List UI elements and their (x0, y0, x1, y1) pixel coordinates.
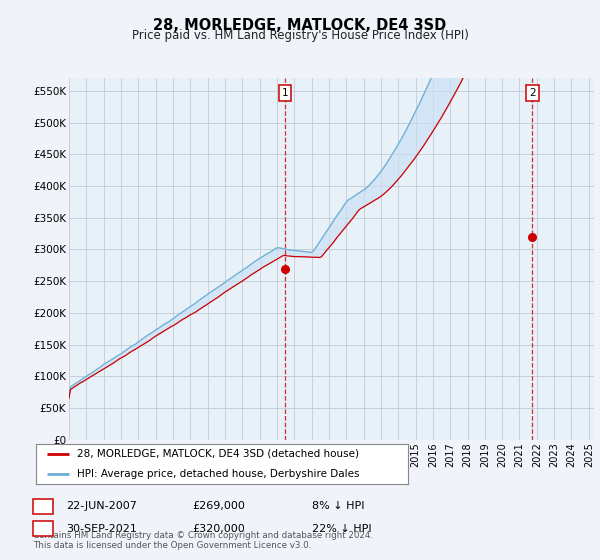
Text: £269,000: £269,000 (192, 501, 245, 511)
Text: 28, MORLEDGE, MATLOCK, DE4 3SD (detached house): 28, MORLEDGE, MATLOCK, DE4 3SD (detached… (77, 449, 359, 459)
Text: Price paid vs. HM Land Registry's House Price Index (HPI): Price paid vs. HM Land Registry's House … (131, 29, 469, 42)
Text: 22% ↓ HPI: 22% ↓ HPI (312, 524, 371, 534)
Text: Contains HM Land Registry data © Crown copyright and database right 2024.
This d: Contains HM Land Registry data © Crown c… (33, 530, 373, 550)
Text: 2: 2 (529, 88, 536, 98)
Text: 30-SEP-2021: 30-SEP-2021 (66, 524, 137, 534)
Text: 1: 1 (282, 88, 289, 98)
Text: 22-JUN-2007: 22-JUN-2007 (66, 501, 137, 511)
Text: HPI: Average price, detached house, Derbyshire Dales: HPI: Average price, detached house, Derb… (77, 469, 359, 479)
Text: 8% ↓ HPI: 8% ↓ HPI (312, 501, 365, 511)
Text: 1: 1 (40, 501, 46, 511)
Text: 28, MORLEDGE, MATLOCK, DE4 3SD: 28, MORLEDGE, MATLOCK, DE4 3SD (154, 18, 446, 33)
Text: 2: 2 (40, 524, 46, 534)
Text: £320,000: £320,000 (192, 524, 245, 534)
